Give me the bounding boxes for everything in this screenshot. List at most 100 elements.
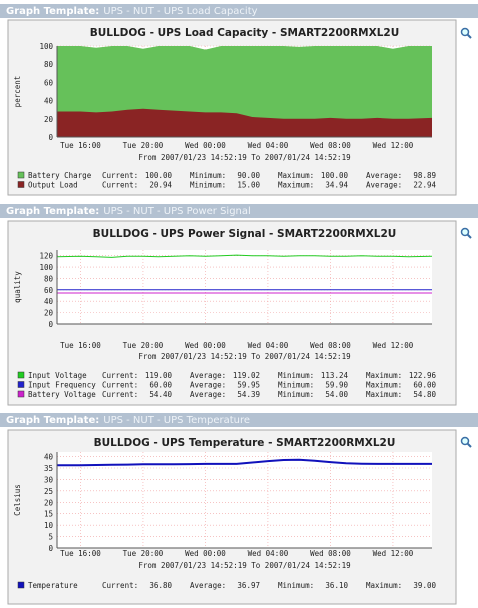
legend-stat-value: 59.95	[237, 381, 260, 390]
header-text: Graph Template: UPS - NUT - UPS Temperatu…	[6, 415, 250, 426]
legend-name: Input Voltage	[28, 371, 87, 380]
legend-stat-value: 54.40	[149, 390, 172, 399]
legend-stat-value: 34.94	[325, 181, 348, 190]
header-label: Graph Template:	[6, 415, 99, 426]
legend-stat-value: 54.00	[325, 390, 348, 399]
legend-stat-value: 36.97	[237, 581, 260, 590]
x-tick-label: Tue 16:00	[60, 549, 101, 558]
y-tick-label: 10	[44, 521, 54, 530]
x-tick-label: Wed 08:00	[310, 141, 351, 150]
legend-name: Input Frequency	[28, 381, 96, 390]
subtitle: From 2007/01/23 14:52:19 To 2007/01/24 1…	[138, 153, 350, 162]
legend-name: Temperature	[28, 581, 78, 590]
legend-stat-value: 60.00	[149, 381, 172, 390]
header-name: UPS - NUT - UPS Temperature	[103, 415, 250, 426]
legend-stat-value: 22.94	[413, 181, 436, 190]
subtitle: From 2007/01/23 14:52:19 To 2007/01/24 1…	[138, 352, 350, 361]
legend-swatch	[17, 581, 25, 589]
chart-title: BULLDOG - UPS Load Capacity - SMART2200R…	[90, 27, 399, 39]
plot-area	[57, 452, 432, 548]
y-tick-label: 100	[39, 42, 53, 51]
legend-name: Output Load	[28, 181, 78, 190]
y-tick-label: 5	[48, 533, 53, 542]
legend-swatch	[17, 371, 25, 379]
legend-stat-label: Maximum:	[278, 181, 314, 190]
line	[57, 458, 432, 467]
x-tick-label: Wed 12:00	[373, 549, 414, 558]
y-tick-label: 20	[44, 498, 54, 507]
legend-name: Battery Charge	[28, 171, 92, 180]
header-bar	[0, 413, 478, 427]
y-tick-label: 0	[48, 544, 53, 553]
x-tick-label: Wed 04:00	[248, 549, 289, 558]
y-tick-label: 30	[44, 475, 54, 484]
y-tick-label: 25	[44, 487, 53, 496]
legend-stat-label: Minimum:	[278, 581, 314, 590]
legend-stat-value: 59.90	[325, 381, 348, 390]
legend-name: Battery Voltage	[28, 390, 96, 399]
x-tick-label: Tue 20:00	[123, 341, 164, 350]
y-tick-label: 60	[44, 78, 54, 87]
legend-stat-label: Maximum:	[366, 390, 402, 399]
x-tick-label: Wed 00:00	[185, 549, 226, 558]
x-tick-label: Wed 08:00	[310, 549, 351, 558]
y-tick-label: 20	[44, 309, 54, 318]
y-tick-label: 40	[44, 453, 54, 462]
legend-stat-label: Current:	[102, 181, 138, 190]
zoom-icon[interactable]	[460, 436, 472, 448]
legend-stat-label: Minimum:	[278, 371, 314, 380]
legend-swatch	[17, 390, 25, 398]
x-tick-label: Tue 16:00	[60, 141, 101, 150]
legend-stat-value: 113.24	[321, 371, 349, 380]
y-tick-label: 0	[48, 320, 53, 329]
legend-stat-label: Average:	[190, 371, 226, 380]
y-tick-label: 60	[44, 286, 54, 295]
legend-stat-label: Average:	[190, 390, 226, 399]
subtitle: From 2007/01/23 14:52:19 To 2007/01/24 1…	[138, 561, 350, 570]
x-tick-label: Tue 16:00	[60, 341, 101, 350]
y-tick-label: 40	[44, 297, 54, 306]
legend-stat-label: Current:	[102, 581, 138, 590]
header-bar	[0, 4, 478, 18]
line	[56, 254, 433, 258]
legend-stat-label: Maximum:	[366, 381, 402, 390]
header-name: UPS - NUT - UPS Power Signal	[103, 206, 251, 217]
x-tick-label: Wed 04:00	[248, 341, 289, 350]
area	[57, 108, 432, 137]
legend-stat-label: Average:	[366, 181, 402, 190]
legend-stat-label: Maximum:	[278, 171, 314, 180]
legend-stat-label: Average:	[190, 581, 226, 590]
legend-stat-label: Maximum:	[366, 371, 402, 380]
legend-stat-value: 100.00	[145, 171, 173, 180]
legend-stat-value: 90.00	[237, 171, 260, 180]
zoom-icon[interactable]	[460, 27, 472, 39]
y-tick-label: 100	[39, 263, 53, 272]
legend-stat-value: 54.39	[237, 390, 260, 399]
x-tick-label: Tue 20:00	[123, 549, 164, 558]
legend-stat-label: Current:	[102, 171, 138, 180]
y-tick-label: 80	[44, 274, 54, 283]
x-tick-label: Wed 00:00	[185, 341, 226, 350]
x-tick-label: Wed 08:00	[310, 341, 351, 350]
legend-stat-value: 100.00	[321, 171, 349, 180]
y-tick-label: 20	[44, 115, 54, 124]
header-bar	[0, 204, 478, 218]
zoom-icon[interactable]	[460, 227, 472, 239]
y-axis-label: percent	[13, 76, 22, 108]
header-text: Graph Template: UPS - NUT - UPS Power Sig…	[6, 206, 251, 217]
legend-stat-value: 122.96	[409, 371, 437, 380]
legend-stat-value: 36.80	[149, 581, 172, 590]
x-tick-label: Wed 12:00	[373, 141, 414, 150]
legend-stat-label: Current:	[102, 371, 138, 380]
legend-swatch	[17, 171, 25, 179]
header-name: UPS - NUT - UPS Load Capacity	[103, 6, 257, 17]
legend-stat-label: Average:	[366, 171, 402, 180]
y-axis-label: Celsius	[13, 484, 22, 516]
legend-stat-value: 119.00	[145, 371, 173, 380]
legend-stat-value: 39.00	[413, 581, 436, 590]
y-tick-label: 80	[44, 60, 54, 69]
legend-stat-label: Minimum:	[190, 171, 226, 180]
legend-swatch	[17, 181, 25, 188]
legend-stat-label: Current:	[102, 381, 138, 390]
